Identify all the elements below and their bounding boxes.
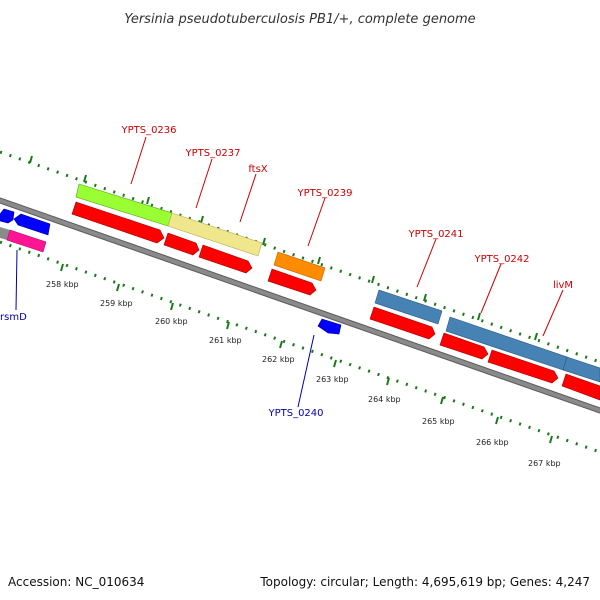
label-YPTS_0237[interactable]: YPTS_0237 bbox=[184, 148, 240, 159]
cds-arrow[interactable] bbox=[487, 349, 559, 384]
feature-track bbox=[0, 183, 600, 383]
feature-rsmD[interactable] bbox=[13, 213, 51, 236]
tick-label: 264 kbp bbox=[368, 395, 401, 404]
label-leaders bbox=[15, 136, 564, 408]
label-YPTS_0236[interactable]: YPTS_0236 bbox=[120, 125, 176, 136]
tick-label: 259 kbp bbox=[100, 299, 133, 308]
feature-YPTS_0239[interactable] bbox=[273, 251, 326, 282]
cds-arrow[interactable] bbox=[561, 373, 600, 401]
cds-track bbox=[71, 201, 600, 401]
tick-label: 260 kbp bbox=[155, 317, 188, 326]
feature-magenta[interactable] bbox=[6, 229, 47, 253]
kbp-tick-labels: 258 kbp 259 kbp 260 kbp 261 kbp 262 kbp … bbox=[46, 280, 561, 468]
feature-YPTS_0241[interactable] bbox=[374, 289, 443, 325]
label-rsmD[interactable]: rsmD bbox=[0, 312, 27, 323]
feature-rsmD-left[interactable] bbox=[0, 208, 15, 224]
feature-labels: YPTS_0236 YPTS_0237 ftsX YPTS_0239 YPTS_… bbox=[0, 125, 573, 419]
tick-label: 265 kbp bbox=[422, 417, 455, 426]
tick-label: 258 kbp bbox=[46, 280, 79, 289]
label-YPTS_0240[interactable]: YPTS_0240 bbox=[267, 408, 323, 419]
tick-label: 266 kbp bbox=[476, 438, 509, 447]
outer-major-ticks bbox=[29, 155, 538, 341]
feature-YPTS_0237[interactable] bbox=[167, 212, 263, 257]
cds-arrow[interactable] bbox=[198, 244, 253, 274]
genome-info-text: Topology: circular; Length: 4,695,619 bp… bbox=[259, 575, 590, 589]
feature-grey-remnant bbox=[0, 227, 10, 240]
cds-arrow[interactable] bbox=[369, 306, 436, 340]
inner-tick-ring bbox=[0, 240, 600, 454]
tick-label: 261 kbp bbox=[209, 336, 242, 345]
feature-livM[interactable] bbox=[562, 356, 600, 383]
tick-label: 263 kbp bbox=[316, 375, 349, 384]
label-livM[interactable]: livM bbox=[553, 280, 573, 291]
inner-major-ticks bbox=[60, 263, 553, 444]
accession-text: Accession: NC_010634 bbox=[8, 575, 144, 589]
outer-tick-ring bbox=[0, 150, 600, 364]
feature-YPTS_0240[interactable] bbox=[317, 318, 342, 335]
cds-arrow[interactable] bbox=[163, 232, 200, 256]
cds-arrow[interactable] bbox=[267, 268, 317, 296]
label-YPTS_0241[interactable]: YPTS_0241 bbox=[407, 229, 463, 240]
tick-label: 267 kbp bbox=[528, 459, 561, 468]
cds-arrow[interactable] bbox=[439, 332, 489, 360]
genome-backbone bbox=[0, 197, 600, 414]
label-ftsX[interactable]: ftsX bbox=[248, 164, 267, 175]
label-YPTS_0242[interactable]: YPTS_0242 bbox=[473, 254, 529, 265]
label-YPTS_0239[interactable]: YPTS_0239 bbox=[296, 188, 352, 199]
genome-title: Yersinia pseudotuberculosis PB1/+, compl… bbox=[124, 12, 475, 27]
cds-arrow[interactable] bbox=[71, 201, 165, 244]
tick-label: 262 kbp bbox=[262, 355, 295, 364]
